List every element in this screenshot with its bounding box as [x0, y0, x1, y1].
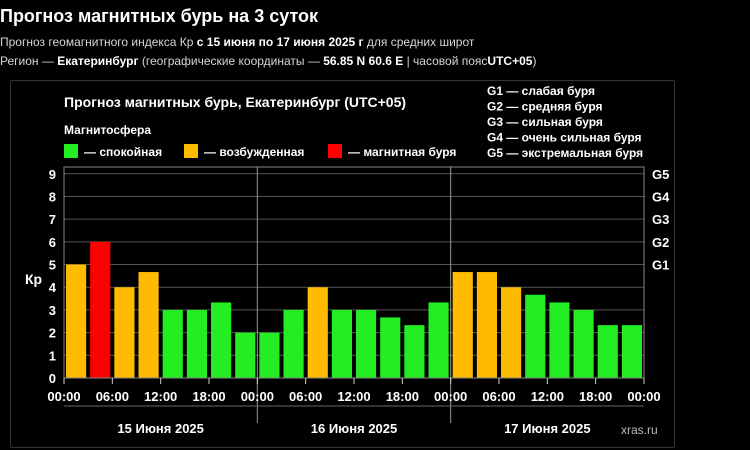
- kp-bar-18: [501, 287, 522, 378]
- kp-bar-13: [380, 317, 401, 378]
- y-tick-label-5: 5: [49, 258, 56, 273]
- subtitle-dates: с 15 июня по 17 июня 2025 г: [196, 35, 364, 49]
- legend-swatch-1: [184, 144, 198, 158]
- x-tick-label-1: 06:00: [96, 389, 129, 404]
- x-tick-label-6: 12:00: [337, 389, 370, 404]
- y-tick-label-3: 3: [49, 303, 56, 318]
- x-tick-label-5: 06:00: [289, 389, 322, 404]
- region-prefix: Регион —: [0, 54, 54, 68]
- kp-bar-14: [404, 325, 425, 378]
- kp-bar-21: [573, 309, 594, 378]
- x-tick-label-8: 00:00: [434, 389, 467, 404]
- region-info: Регион — Екатеринбург (географические ко…: [0, 54, 536, 68]
- kp-bar-8: [259, 332, 280, 378]
- kp-bar-17: [476, 272, 497, 378]
- timezone-prefix: | часовой пояс: [406, 54, 488, 68]
- x-tick-label-9: 06:00: [482, 389, 515, 404]
- y-tick-label-7: 7: [49, 212, 56, 227]
- subtitle-suffix: для средних широт: [366, 35, 475, 49]
- g-axis-label-1: G2: [652, 235, 669, 250]
- g-scale-item-1: G2 — средняя буря: [487, 100, 603, 114]
- kp-bar-23: [621, 325, 642, 378]
- g-scale-item-0: G1 — слабая буря: [487, 84, 595, 98]
- x-tick-label-12: 00:00: [627, 389, 660, 404]
- x-tick-label-4: 00:00: [241, 389, 274, 404]
- g-axis-label-0: G1: [652, 258, 669, 273]
- g-scale-item-2: G3 — сильная буря: [487, 115, 603, 129]
- kp-bar-10: [307, 287, 328, 378]
- kp-bar-20: [549, 302, 570, 378]
- x-tick-label-3: 18:00: [192, 389, 225, 404]
- region-coords: 56.85 N 60.6 E: [323, 54, 404, 68]
- legend-title: Магнитосфера: [64, 123, 151, 137]
- kp-bar-3: [138, 272, 159, 378]
- x-tick-label-10: 12:00: [531, 389, 564, 404]
- kp-bar-0: [66, 264, 87, 378]
- page-title: Прогноз магнитных бурь на 3 суток: [0, 6, 319, 26]
- g-scale-item-3: G4 — очень сильная буря: [487, 131, 642, 145]
- subtitle-prefix: Прогноз геомагнитного индекса Кр: [0, 35, 194, 49]
- legend-label-0: — спокойная: [84, 145, 162, 159]
- g-scale-item-4: G5 — экстремальная буря: [487, 146, 643, 160]
- y-tick-label-1: 1: [49, 348, 56, 363]
- x-tick-label-7: 18:00: [386, 389, 419, 404]
- kp-bar-19: [525, 294, 546, 378]
- region-city: Екатеринбург: [57, 54, 139, 68]
- legend-label-1: — возбужденная: [204, 145, 304, 159]
- chart-title: Прогноз магнитных бурь, Екатеринбург (UT…: [64, 94, 406, 110]
- region-timezone: UTC+05: [487, 54, 533, 68]
- kp-bar-5: [186, 309, 207, 378]
- coords-prefix: (географические координаты —: [141, 54, 320, 68]
- kp-bar-22: [597, 325, 618, 378]
- kp-bar-2: [114, 287, 135, 378]
- chart-panel: Прогноз магнитных бурь, Екатеринбург (UT…: [10, 80, 675, 448]
- kp-bar-15: [428, 302, 449, 378]
- y-tick-label-0: 0: [49, 371, 56, 386]
- legend-label-2: — магнитная буря: [348, 145, 456, 159]
- legend-swatch-2: [328, 144, 342, 158]
- kp-bar-11: [331, 309, 352, 378]
- y-tick-label-9: 9: [49, 167, 56, 182]
- y-axis-label: Кр: [25, 271, 42, 287]
- timezone-suffix: ): [532, 54, 537, 68]
- x-tick-label-11: 18:00: [579, 389, 612, 404]
- kp-bar-1: [90, 241, 111, 378]
- y-tick-label-2: 2: [49, 326, 56, 341]
- forecast-subtitle: Прогноз геомагнитного индекса Кр с 15 ию…: [0, 35, 474, 49]
- x-tick-label-0: 00:00: [47, 389, 80, 404]
- kp-bar-16: [452, 272, 473, 378]
- y-tick-label-8: 8: [49, 189, 56, 204]
- kp-bar-12: [356, 309, 377, 378]
- g-axis-label-3: G4: [652, 189, 670, 204]
- kp-bar-4: [162, 309, 183, 378]
- y-tick-label-4: 4: [49, 280, 57, 295]
- legend-swatch-0: [64, 144, 78, 158]
- kp-bar-9: [283, 309, 304, 378]
- y-tick-label-6: 6: [49, 235, 56, 250]
- day-label-0: 15 Июня 2025: [117, 421, 204, 436]
- x-tick-label-2: 12:00: [144, 389, 177, 404]
- g-axis-label-2: G3: [652, 212, 669, 227]
- kp-bar-7: [235, 332, 256, 378]
- g-axis-label-4: G5: [652, 167, 669, 182]
- kp-bar-6: [211, 302, 232, 378]
- kp-chart: Прогноз магнитных бурь, Екатеринбург (UT…: [25, 84, 670, 437]
- watermark: xras.ru: [621, 423, 658, 437]
- day-label-2: 17 Июня 2025: [504, 421, 591, 436]
- day-label-1: 16 Июня 2025: [311, 421, 398, 436]
